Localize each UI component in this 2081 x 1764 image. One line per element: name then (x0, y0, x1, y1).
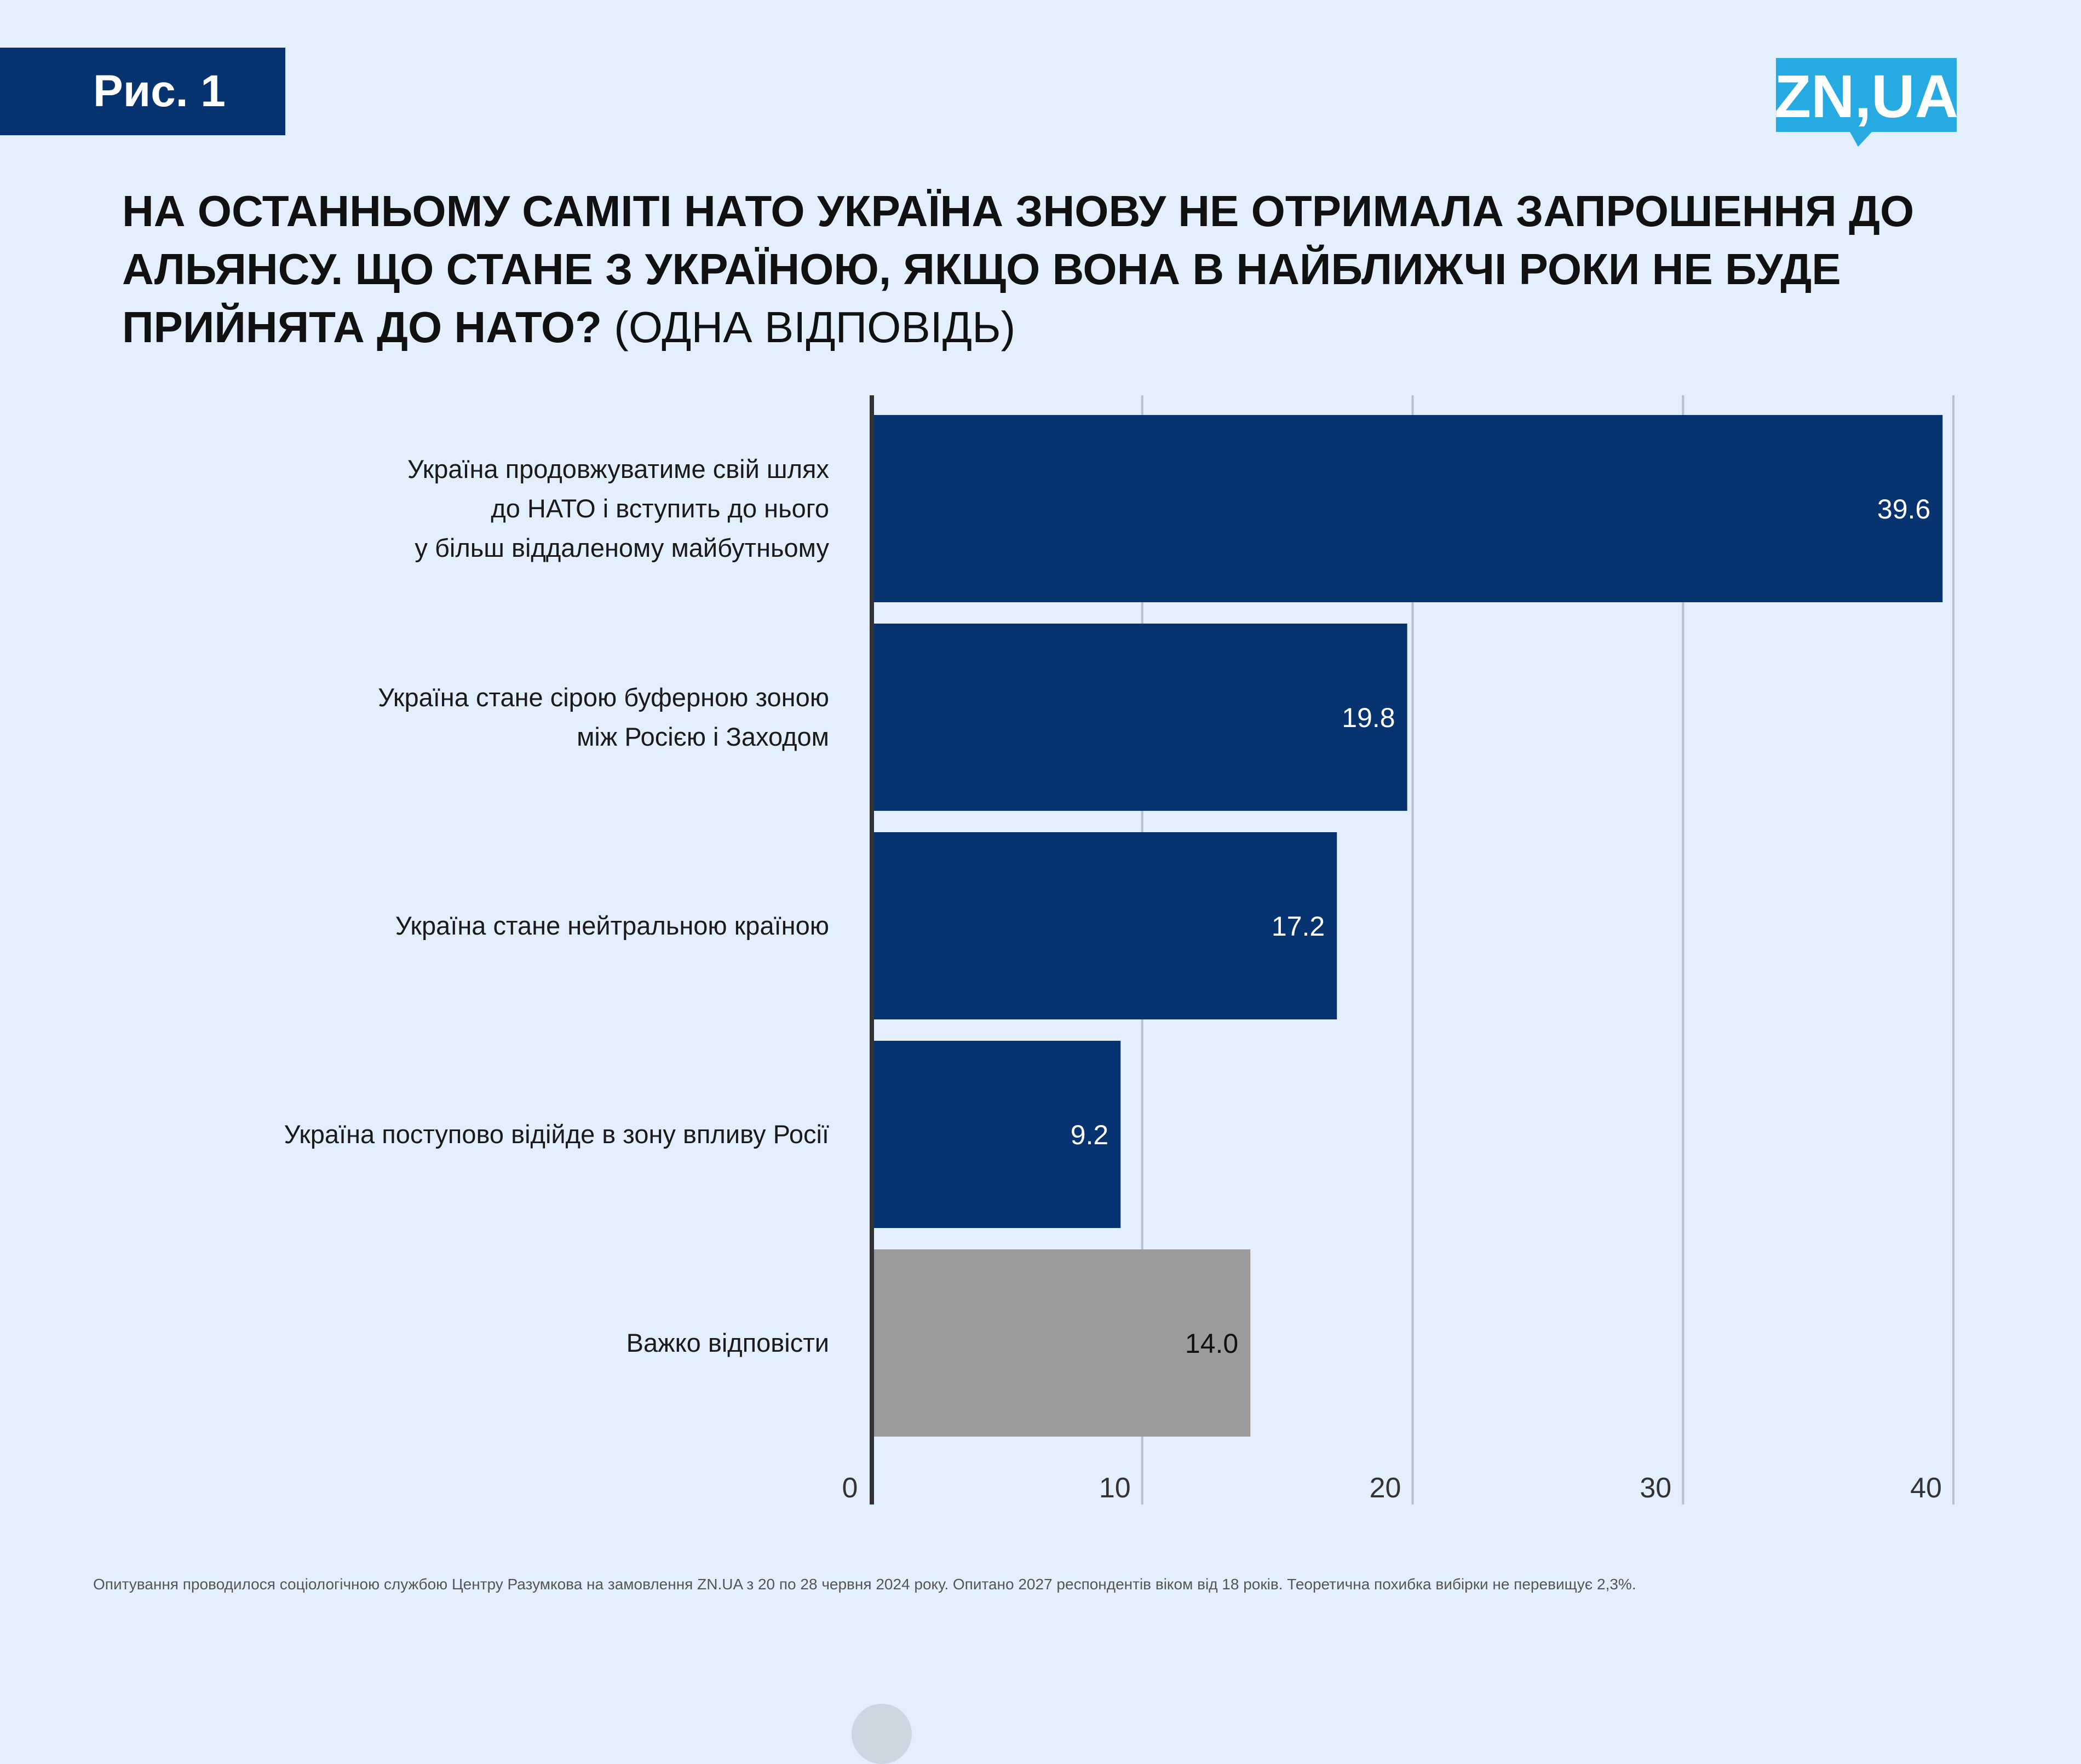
chart-title-note: (ОДНА ВІДПОВІДЬ) (614, 303, 1016, 351)
category-label-4: Важко відповісти (626, 1328, 829, 1357)
bar-chart: 39.6 19.8 17.2 9.2 14.0 0 10 20 30 40 (842, 395, 1954, 1504)
logo-text: ZN,UA (1776, 63, 1957, 130)
x-tick-label-2: 20 (1370, 1472, 1401, 1504)
x-tick-label-1: 10 (1099, 1472, 1131, 1504)
figure-label: Рис. 1 (0, 48, 285, 135)
category-label-1: Україна стане сірою буферною зоною між Р… (378, 683, 829, 751)
bar-2 (872, 832, 1337, 1019)
value-label-2: 17.2 (1272, 911, 1325, 942)
bar-4 (872, 1249, 1251, 1437)
value-label-3: 9.2 (1071, 1120, 1109, 1150)
value-label-1: 19.8 (1342, 702, 1395, 733)
logo-background (1776, 58, 1957, 132)
value-label-0: 39.6 (1877, 494, 1930, 524)
bar-1 (872, 624, 1407, 811)
category-label-0: Україна продовжуватиме свій шлях до НАТО… (407, 454, 829, 562)
x-tick-label-3: 30 (1640, 1472, 1671, 1504)
x-tick-label-4: 40 (1910, 1472, 1942, 1504)
value-label-4: 14.0 (1185, 1328, 1238, 1359)
chart-title: На останньому саміті НАТО Україна знову … (122, 182, 2000, 356)
zn-ua-logo: ZN,UA (1776, 58, 1957, 147)
logo-speech-tail (1850, 132, 1872, 147)
category-label-3: Україна поступово відійде в зону впливу … (284, 1120, 829, 1149)
chart-title-main: На останньому саміті НАТО Україна знову … (122, 187, 1915, 351)
page-indicator-dot (852, 1704, 912, 1764)
x-tick-label-0: 0 (842, 1472, 858, 1504)
footnote: Опитування проводилося соціологічною слу… (93, 1576, 1636, 1593)
bar-3 (872, 1041, 1121, 1228)
bar-0 (872, 415, 1943, 602)
category-label-2: Україна стане нейтральною країною (395, 911, 829, 940)
